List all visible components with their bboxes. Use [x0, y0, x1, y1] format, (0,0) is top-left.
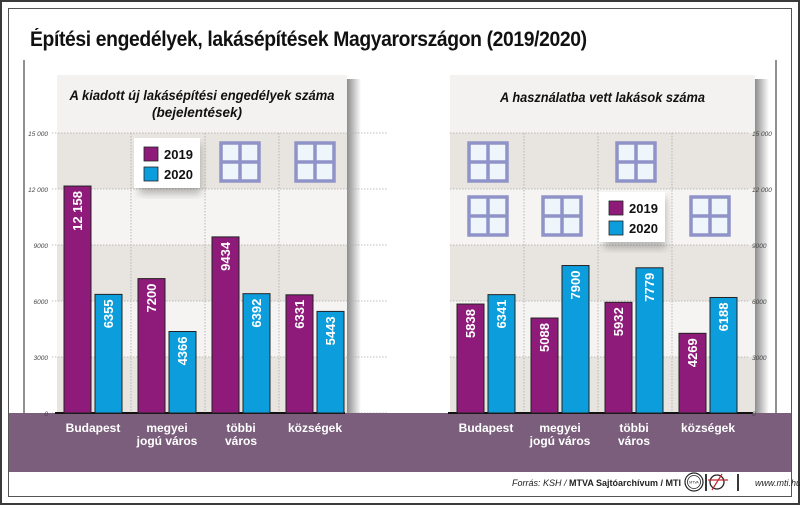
legend-swatch-2019: [143, 146, 159, 162]
bar-value-label: 7900: [568, 271, 583, 300]
window-icon: [467, 141, 509, 183]
category-label: községek: [288, 421, 342, 435]
bar-value-label: 7200: [144, 284, 159, 313]
category-label: többi: [619, 421, 648, 435]
window-icon: [541, 195, 583, 237]
bar-2019: [530, 317, 559, 414]
bar-value-label: 4366: [175, 337, 190, 366]
y-tick-label: 15 000: [28, 131, 48, 138]
category-label: város: [225, 434, 257, 448]
window-icon: [615, 141, 657, 183]
bar-2019: [211, 236, 240, 414]
source-credit: Forrás: KSH / MTVA Sajtóarchívum / MTI: [512, 478, 681, 488]
grid-band: [57, 245, 347, 301]
panel-shadow: [755, 79, 769, 413]
panel-shadow: [347, 79, 361, 413]
category-label: Budapest: [459, 421, 514, 435]
bar-2020: [242, 293, 271, 414]
category-label: megyei: [146, 421, 187, 435]
legend: 2019 2020: [134, 138, 201, 194]
grid-band: [57, 189, 347, 245]
bar-value-label: 6341: [494, 300, 509, 329]
category-label: többi: [226, 421, 255, 435]
page-title: Építési engedélyek, lakásépítések Magyar…: [30, 28, 587, 51]
bar-2020: [487, 294, 516, 414]
window-icon: [219, 141, 261, 183]
bar-value-label: 6331: [292, 300, 307, 329]
y-tick-label: 6000: [752, 299, 767, 306]
bar-2019: [63, 185, 92, 414]
bar-value-label: 5932: [611, 307, 626, 336]
category-label: Budapest: [66, 421, 121, 435]
category-label: jogú város: [136, 434, 198, 448]
bar-2019: [456, 303, 485, 414]
bar-value-label: 5088: [537, 323, 552, 352]
legend-label-2019: 2019: [629, 201, 658, 216]
panel-title-card: [450, 75, 755, 133]
y-tick-label: 0: [44, 411, 48, 418]
bar-value-label: 6392: [249, 299, 264, 328]
y-tick-label: 15 000: [752, 131, 772, 138]
panel-title: A használatba vett lakások száma: [499, 90, 705, 105]
bar-2019: [604, 301, 633, 414]
y-tick-label: 9000: [34, 243, 49, 250]
bar-value-label: 7779: [642, 273, 657, 302]
bar-2020: [709, 296, 738, 414]
bar-2019: [678, 332, 707, 414]
legend-label-2019: 2019: [164, 147, 193, 162]
footer-url[interactable]: www.mti.hu: [755, 478, 800, 488]
y-tick-label: 12 000: [752, 187, 772, 194]
window-icon: [294, 141, 336, 183]
legend-swatch-2020: [608, 220, 624, 236]
category-band: [9, 413, 791, 472]
bar-2020: [635, 267, 664, 414]
grid-band: [450, 245, 755, 301]
bar-value-label: 4269: [685, 338, 700, 367]
chart-panel-2: 2019 2020: [450, 60, 777, 414]
category-label: megyei: [539, 421, 580, 435]
bar-value-label: 6355: [101, 299, 116, 328]
panel-subtitle: (bejelentések): [152, 105, 243, 120]
bar-value-label: 5838: [463, 309, 478, 338]
bar-2020: [94, 293, 123, 414]
bar-2020: [561, 265, 590, 414]
bar-2020: [168, 331, 197, 414]
bar-value-label: 5443: [323, 316, 338, 345]
y-tick-label: 0: [752, 411, 756, 418]
window-icon: [689, 195, 731, 237]
y-tick-label: 6000: [34, 299, 49, 306]
panel-title-card: [57, 75, 347, 133]
y-tick-label: 9000: [752, 243, 767, 250]
category-label: községek: [681, 421, 735, 435]
legend: 2019 2020: [599, 192, 666, 248]
y-tick-label: 3000: [34, 355, 49, 362]
source-bold: MTVA Sajtóarchívum / MTI: [569, 478, 682, 488]
legend-label-2020: 2020: [164, 167, 193, 182]
bar-value-label: 6188: [716, 302, 731, 331]
bar-2019: [137, 278, 166, 414]
bar-value-label: 9434: [218, 241, 233, 271]
legend-swatch-2019: [608, 200, 624, 216]
category-label: jogú város: [529, 434, 591, 448]
panel-title: A kiadott új lakásépítési engedélyek szá…: [69, 88, 335, 103]
y-tick-label: 12 000: [28, 187, 48, 194]
y-tick-label: 3000: [752, 355, 767, 362]
bar-2020: [316, 310, 345, 414]
category-label: város: [618, 434, 650, 448]
source-prefix: Forrás: KSH /: [512, 478, 570, 488]
bar-2019: [285, 294, 314, 414]
legend-swatch-2020: [143, 166, 159, 182]
window-icon: [467, 195, 509, 237]
legend-label-2020: 2020: [629, 221, 658, 236]
bar-value-label: 12 158: [70, 191, 85, 231]
